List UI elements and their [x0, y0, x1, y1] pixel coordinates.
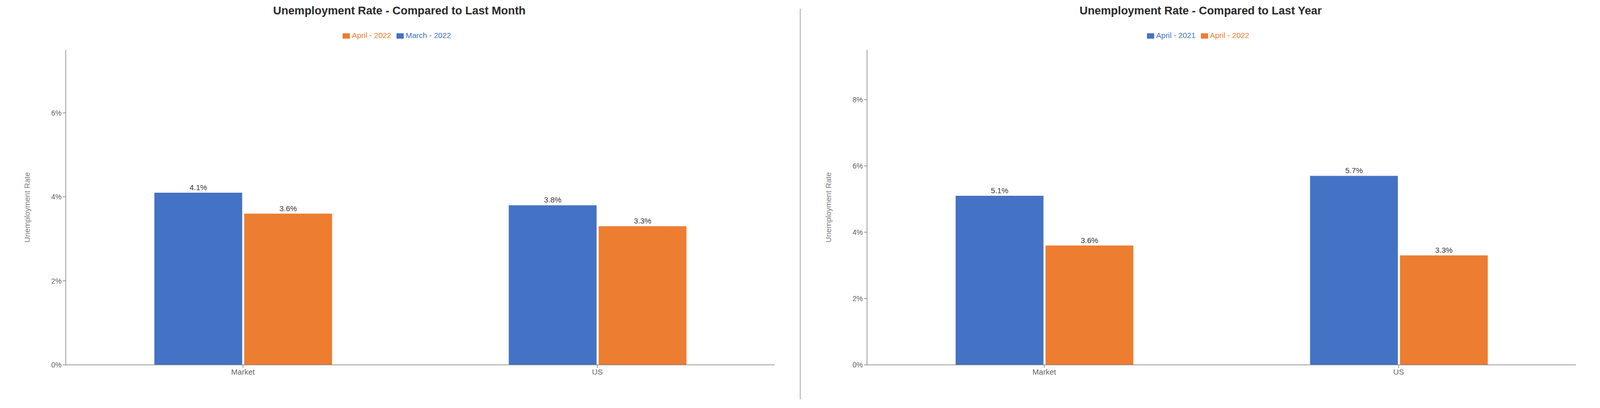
svg-text:Unemployment Rate: Unemployment Rate: [823, 172, 833, 243]
svg-text:5.7%: 5.7%: [1344, 165, 1363, 175]
svg-text:US: US: [591, 367, 603, 376]
svg-text:8%: 8%: [852, 95, 863, 104]
svg-text:Market: Market: [231, 367, 256, 376]
svg-text:0%: 0%: [50, 360, 62, 369]
svg-text:US: US: [1393, 367, 1404, 376]
html-text:April - 2022: April - 2022: [1209, 30, 1250, 40]
svg-text:4.1%: 4.1%: [189, 182, 207, 192]
html-text:April - 2021: April - 2021: [1156, 30, 1196, 40]
svg-text:3.3%: 3.3%: [633, 216, 651, 225]
svg-text:0%: 0%: [852, 360, 863, 369]
svg-text:5.1%: 5.1%: [990, 185, 1008, 195]
svg-text:3.6%: 3.6%: [1080, 235, 1098, 245]
html-text:March - 2022: March - 2022: [405, 30, 451, 40]
svg-text:Unemployment Rate: Unemployment Rate: [22, 172, 32, 243]
html-text:Unemployment Rate - Compared t: Unemployment Rate - Compared to Last Mon…: [273, 4, 526, 17]
svg-text:2%: 2%: [50, 276, 62, 286]
svg-text:4%: 4%: [852, 228, 863, 237]
svg-text:2%: 2%: [852, 294, 863, 303]
svg-text:6%: 6%: [50, 108, 62, 118]
svg-text:4%: 4%: [50, 192, 62, 201]
svg-text:3.3%: 3.3%: [1434, 245, 1453, 255]
html-text:Unemployment Rate - Compared t: Unemployment Rate - Compared to Last Yea…: [1079, 4, 1322, 17]
svg-text:Market: Market: [1032, 367, 1057, 376]
svg-text:3.8%: 3.8%: [543, 195, 561, 204]
svg-text:6%: 6%: [852, 161, 863, 171]
html-text:April - 2022: April - 2022: [351, 30, 392, 40]
svg-text:3.6%: 3.6%: [278, 203, 297, 213]
